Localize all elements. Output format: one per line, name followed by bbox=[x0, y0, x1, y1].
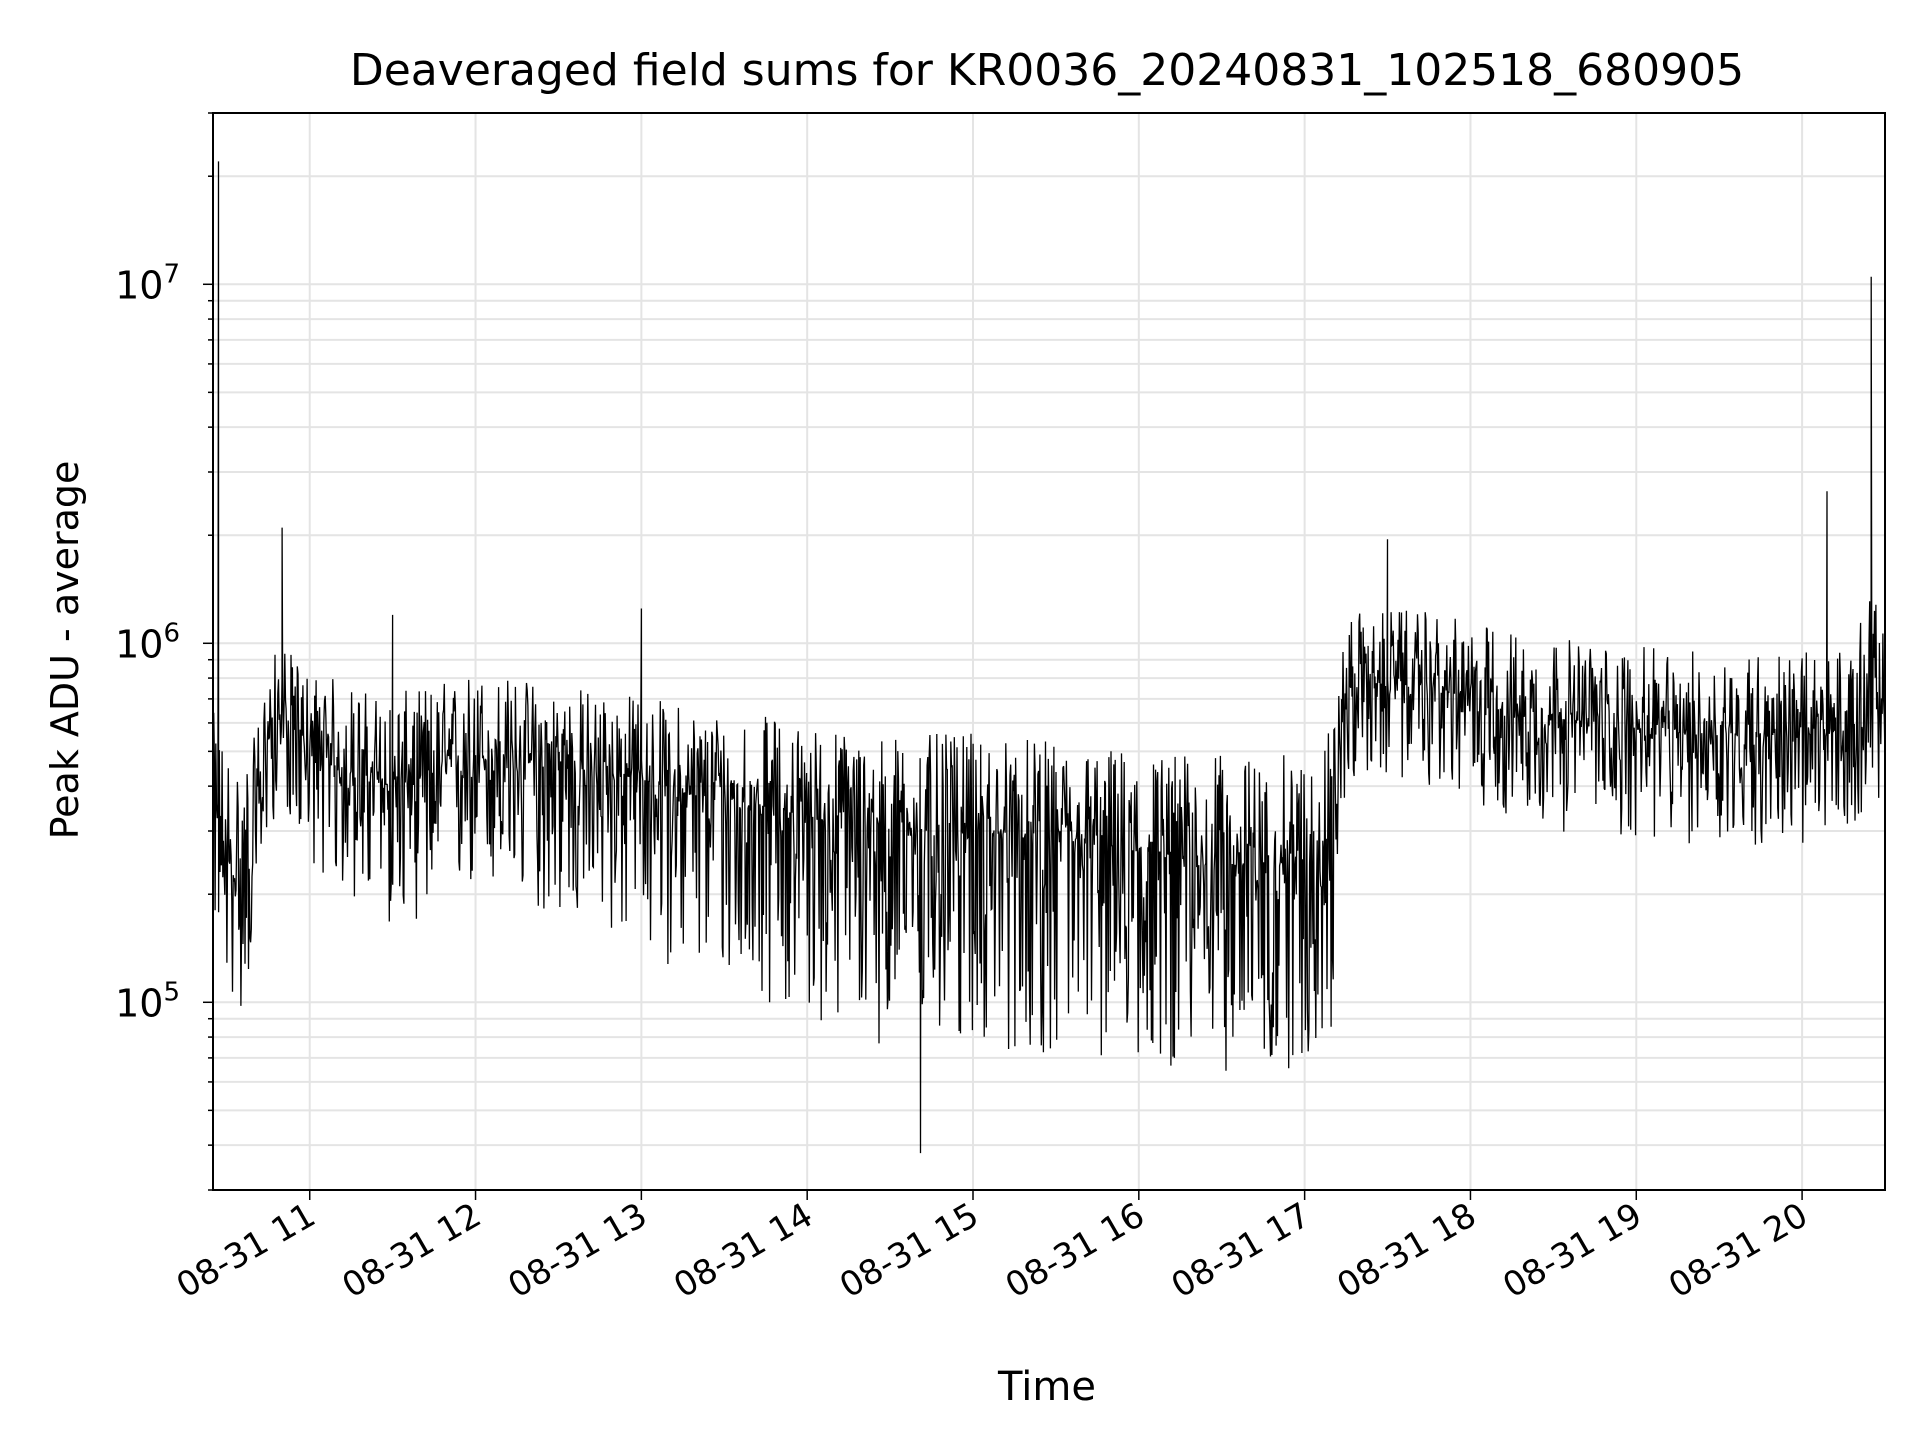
series-line bbox=[213, 161, 1885, 1154]
data-series bbox=[213, 161, 1885, 1154]
x-axis-label: Time bbox=[997, 1364, 1096, 1410]
y-tick-label: 107 bbox=[115, 259, 180, 307]
y-axis-label: Peak ADU - average bbox=[43, 461, 87, 840]
y-tick-label: 106 bbox=[115, 618, 180, 666]
plot-frame bbox=[212, 112, 1886, 1191]
chart-title: Deaveraged field sums for KR0036_2024083… bbox=[350, 45, 1744, 96]
y-tick-label: 105 bbox=[115, 977, 180, 1025]
